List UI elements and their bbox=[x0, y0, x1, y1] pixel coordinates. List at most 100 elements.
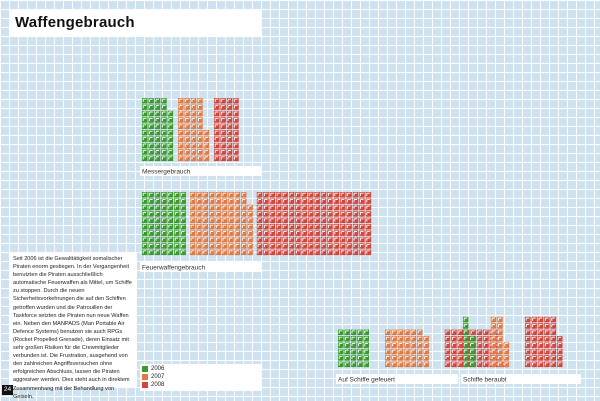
waffle-cell-mark bbox=[155, 243, 160, 248]
waffle-cell bbox=[228, 224, 234, 230]
waffle-cell-mark bbox=[417, 355, 422, 360]
waffle-cell bbox=[174, 198, 180, 204]
waffle-cell bbox=[148, 236, 154, 243]
waffle-cell-mark bbox=[209, 231, 214, 235]
waffle-cell-mark bbox=[345, 330, 349, 334]
waffle-cell bbox=[417, 348, 423, 355]
waffle-cell-mark bbox=[451, 330, 456, 334]
waffle-cell-mark bbox=[334, 199, 338, 203]
waffle-cell-mark bbox=[451, 336, 456, 340]
waffle-cell bbox=[340, 198, 346, 204]
waffle-cell bbox=[154, 123, 161, 130]
waffle-cell-mark bbox=[197, 124, 202, 128]
waffle-cell bbox=[544, 355, 550, 361]
waffle-cell bbox=[457, 342, 464, 348]
waffle-cell bbox=[346, 204, 352, 211]
waffle-cell-mark bbox=[241, 231, 246, 235]
waffle-cell bbox=[142, 192, 148, 198]
waffle-cell bbox=[209, 217, 215, 224]
waffle-cell-mark bbox=[538, 330, 543, 334]
waffle-cell-mark bbox=[538, 317, 543, 321]
waffle-cell bbox=[357, 361, 363, 368]
waffle-cell-mark bbox=[357, 336, 362, 340]
waffle-cell-mark bbox=[538, 349, 543, 353]
waffle-cell-mark bbox=[178, 137, 183, 141]
waffle-cell-mark bbox=[190, 205, 195, 209]
waffle-cell bbox=[263, 217, 269, 224]
waffle-cell-mark bbox=[544, 317, 549, 321]
waffle-cell-mark bbox=[149, 143, 153, 147]
waffle-cell bbox=[148, 224, 154, 230]
waffle-cell bbox=[228, 211, 234, 217]
waffle-cell-mark bbox=[257, 243, 262, 248]
waffle-cell-mark bbox=[424, 355, 428, 360]
waffle-cell-mark bbox=[168, 231, 172, 235]
waffle-cell-mark bbox=[142, 130, 147, 134]
waffle-cell bbox=[221, 192, 228, 198]
waffle-cell bbox=[220, 155, 226, 162]
waffle-cell bbox=[148, 155, 154, 162]
waffle-cell bbox=[537, 316, 544, 323]
waffle-cell bbox=[365, 249, 372, 256]
waffle-cell-mark bbox=[221, 143, 225, 147]
waffle-cell bbox=[340, 204, 346, 211]
waffle-cell bbox=[490, 336, 497, 342]
waffle-cell bbox=[483, 355, 489, 361]
waffle-cell bbox=[247, 224, 253, 230]
waffle-block-2006 bbox=[463, 316, 475, 368]
waffle-cell-mark bbox=[203, 237, 207, 241]
waffle-cell bbox=[276, 249, 282, 256]
waffle-cell bbox=[214, 155, 220, 162]
waffle-cell bbox=[525, 329, 531, 336]
waffle-cell-mark bbox=[209, 224, 214, 228]
waffle-cell bbox=[357, 355, 363, 361]
waffle-cell bbox=[154, 243, 161, 249]
waffle-cell bbox=[340, 224, 346, 230]
waffle-cell-mark bbox=[191, 149, 196, 154]
waffle-cell bbox=[241, 217, 247, 224]
waffle-cell bbox=[209, 211, 215, 217]
waffle-cell-mark bbox=[185, 105, 189, 109]
waffle-cell bbox=[154, 110, 161, 117]
waffle-cell bbox=[247, 204, 253, 211]
waffle-cell-mark bbox=[302, 199, 306, 203]
waffle-cell-mark bbox=[155, 205, 160, 209]
waffle-cell-mark bbox=[458, 330, 462, 334]
waffle-cell bbox=[282, 211, 288, 217]
waffle-cell-mark bbox=[142, 231, 147, 235]
waffle-cell-mark bbox=[214, 111, 219, 115]
waffle-cell bbox=[189, 224, 196, 230]
waffle-cell bbox=[365, 217, 372, 224]
waffle-cell bbox=[228, 192, 234, 198]
waffle-cell bbox=[363, 336, 370, 342]
waffle-cell-mark bbox=[404, 362, 409, 366]
waffle-cell bbox=[346, 192, 352, 198]
waffle-cell bbox=[385, 361, 391, 368]
waffle-cell-mark bbox=[161, 98, 166, 102]
waffle-cell bbox=[444, 361, 451, 368]
waffle-cell-mark bbox=[364, 343, 368, 347]
waffle-cell-mark bbox=[221, 156, 225, 160]
waffle-cell-mark bbox=[196, 199, 201, 203]
waffle-cell-mark bbox=[345, 362, 349, 366]
waffle-cell bbox=[148, 136, 154, 142]
waffle-cell bbox=[550, 316, 557, 323]
waffle-cell bbox=[359, 224, 365, 230]
waffle-cell-mark bbox=[168, 243, 172, 248]
waffle-cell bbox=[178, 130, 184, 136]
waffle-cell-mark bbox=[221, 111, 225, 115]
waffle-cell-mark bbox=[557, 355, 562, 360]
waffle-cell-mark bbox=[491, 355, 496, 360]
waffle-cell-mark bbox=[385, 336, 390, 340]
waffle-cell bbox=[178, 110, 184, 117]
waffle-cell-mark bbox=[302, 243, 306, 248]
waffle-cell bbox=[301, 249, 308, 256]
waffle-cell bbox=[333, 198, 340, 204]
waffle-cell-mark bbox=[308, 243, 313, 248]
waffle-cell-mark bbox=[366, 237, 370, 241]
waffle-cell-mark bbox=[404, 355, 409, 360]
waffle-cell-mark bbox=[308, 199, 313, 203]
waffle-cell bbox=[167, 249, 174, 256]
waffle-cell-mark bbox=[216, 199, 220, 203]
waffle-cell bbox=[352, 198, 359, 204]
